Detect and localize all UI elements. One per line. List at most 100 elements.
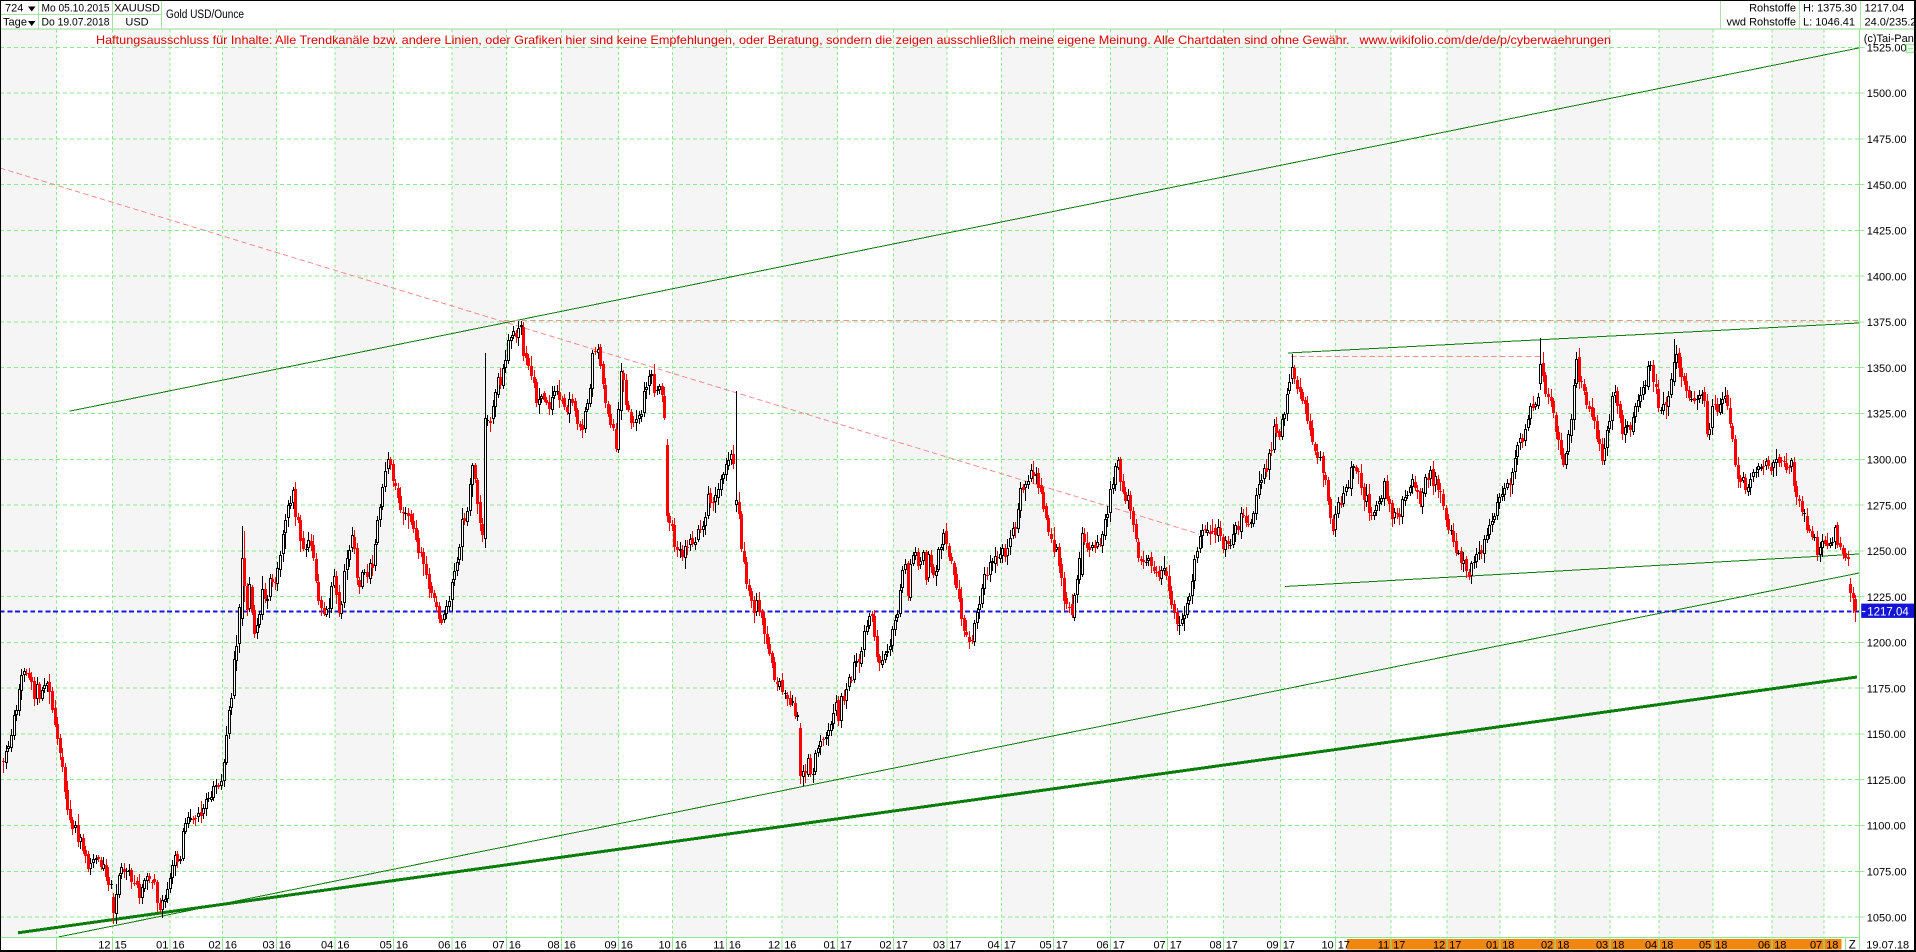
svg-text:Mo 05.10.2015: Mo 05.10.2015 bbox=[42, 3, 110, 15]
svg-text:Tage: Tage bbox=[3, 17, 27, 29]
svg-text:1325.00: 1325.00 bbox=[1867, 409, 1907, 421]
svg-text:17: 17 bbox=[1170, 939, 1182, 951]
svg-text:1225.00: 1225.00 bbox=[1867, 592, 1907, 604]
svg-text:1200.00: 1200.00 bbox=[1867, 638, 1907, 650]
svg-text:09: 09 bbox=[604, 939, 616, 951]
svg-text:17: 17 bbox=[1449, 939, 1461, 951]
svg-text:XAUUSD: XAUUSD bbox=[114, 3, 160, 15]
svg-text:vwd Rohstoffe: vwd Rohstoffe bbox=[1726, 17, 1796, 29]
svg-text:11: 11 bbox=[1378, 939, 1389, 951]
svg-text:1275.00: 1275.00 bbox=[1867, 500, 1907, 512]
svg-text:18: 18 bbox=[1612, 939, 1624, 951]
svg-text:18: 18 bbox=[1661, 939, 1673, 951]
svg-text:03: 03 bbox=[1596, 939, 1608, 951]
svg-text:16: 16 bbox=[784, 939, 796, 951]
svg-text:08: 08 bbox=[547, 939, 559, 951]
svg-text:Haftungsausschluss für Inhalte: Haftungsausschluss für Inhalte: Alle Tre… bbox=[96, 33, 1611, 47]
svg-text:1175.00: 1175.00 bbox=[1867, 683, 1906, 695]
svg-text:03: 03 bbox=[933, 939, 945, 951]
svg-text:16: 16 bbox=[729, 939, 741, 951]
svg-text:18: 18 bbox=[1774, 939, 1786, 951]
svg-text:1125.00: 1125.00 bbox=[1867, 775, 1906, 787]
svg-text:07: 07 bbox=[1810, 939, 1822, 951]
svg-text:16: 16 bbox=[396, 939, 408, 951]
svg-text:Z: Z bbox=[1849, 939, 1856, 951]
svg-text:Rohstoffe: Rohstoffe bbox=[1749, 3, 1796, 15]
svg-text:16: 16 bbox=[225, 939, 237, 951]
svg-text:1250.00: 1250.00 bbox=[1867, 546, 1907, 558]
svg-text:18: 18 bbox=[1502, 939, 1514, 951]
svg-text:17: 17 bbox=[840, 939, 852, 951]
svg-text:17: 17 bbox=[1226, 939, 1238, 951]
svg-text:06: 06 bbox=[1758, 939, 1770, 951]
svg-text:16: 16 bbox=[279, 939, 291, 951]
svg-text:17: 17 bbox=[1393, 939, 1405, 951]
svg-text:03: 03 bbox=[262, 939, 274, 951]
svg-text:05: 05 bbox=[380, 939, 392, 951]
svg-text:02: 02 bbox=[1541, 939, 1553, 951]
svg-text:1050.00: 1050.00 bbox=[1867, 912, 1907, 924]
svg-text:1217.04: 1217.04 bbox=[1867, 607, 1909, 619]
svg-text:10: 10 bbox=[658, 939, 670, 951]
svg-text:H: 1375.30: H: 1375.30 bbox=[1803, 3, 1857, 15]
svg-text:01: 01 bbox=[156, 939, 168, 951]
svg-text:06: 06 bbox=[438, 939, 450, 951]
svg-text:18: 18 bbox=[1826, 939, 1838, 951]
svg-text:09: 09 bbox=[1266, 939, 1278, 951]
svg-text:07: 07 bbox=[1153, 939, 1165, 951]
svg-text:16: 16 bbox=[621, 939, 633, 951]
svg-text:01: 01 bbox=[823, 939, 835, 951]
svg-text:19.07.18: 19.07.18 bbox=[1866, 939, 1909, 951]
svg-text:18: 18 bbox=[1715, 939, 1727, 951]
svg-text:1375.00: 1375.00 bbox=[1867, 317, 1907, 329]
svg-text:04: 04 bbox=[987, 939, 999, 951]
svg-text:1400.00: 1400.00 bbox=[1867, 271, 1907, 283]
svg-text:16: 16 bbox=[337, 939, 349, 951]
svg-text:1100.00: 1100.00 bbox=[1867, 821, 1906, 833]
svg-text:1525.00: 1525.00 bbox=[1867, 43, 1907, 55]
svg-text:18: 18 bbox=[1557, 939, 1569, 951]
svg-text:16: 16 bbox=[454, 939, 466, 951]
svg-text:15: 15 bbox=[115, 939, 127, 951]
svg-text:1075.00: 1075.00 bbox=[1867, 867, 1907, 879]
svg-text:01: 01 bbox=[1486, 939, 1498, 951]
svg-text:(c)Tai-Pan: (c)Tai-Pan bbox=[1864, 33, 1914, 45]
svg-text:Gold USD/Ounce: Gold USD/Ounce bbox=[166, 9, 244, 21]
svg-text:USD: USD bbox=[125, 17, 148, 29]
svg-text:06: 06 bbox=[1096, 939, 1108, 951]
svg-text:L: 1046.41: L: 1046.41 bbox=[1803, 17, 1855, 29]
svg-text:17: 17 bbox=[1113, 939, 1125, 951]
svg-text:1350.00: 1350.00 bbox=[1867, 363, 1907, 375]
svg-text:1475.00: 1475.00 bbox=[1867, 134, 1907, 146]
svg-text:05: 05 bbox=[1699, 939, 1711, 951]
svg-text:1217.04: 1217.04 bbox=[1865, 3, 1905, 15]
svg-text:12: 12 bbox=[768, 939, 780, 951]
svg-text:12: 12 bbox=[98, 939, 110, 951]
svg-text:16: 16 bbox=[172, 939, 184, 951]
svg-text:10: 10 bbox=[1321, 939, 1333, 951]
svg-text:16: 16 bbox=[564, 939, 576, 951]
svg-text:1500.00: 1500.00 bbox=[1867, 88, 1907, 100]
svg-text:1150.00: 1150.00 bbox=[1867, 729, 1906, 741]
svg-text:17: 17 bbox=[1283, 939, 1295, 951]
svg-text:11: 11 bbox=[713, 939, 724, 951]
svg-text:07: 07 bbox=[492, 939, 504, 951]
svg-text:1425.00: 1425.00 bbox=[1867, 226, 1907, 238]
svg-text:16: 16 bbox=[675, 939, 687, 951]
svg-text:02: 02 bbox=[209, 939, 221, 951]
svg-text:724: 724 bbox=[5, 3, 23, 15]
svg-text:17: 17 bbox=[1004, 939, 1016, 951]
svg-text:04: 04 bbox=[321, 939, 333, 951]
svg-text:16: 16 bbox=[509, 939, 521, 951]
svg-text:17: 17 bbox=[949, 939, 961, 951]
svg-text:12: 12 bbox=[1433, 939, 1445, 951]
svg-text:1450.00: 1450.00 bbox=[1867, 180, 1907, 192]
svg-text:08: 08 bbox=[1209, 939, 1221, 951]
svg-text:17: 17 bbox=[1056, 939, 1068, 951]
svg-text:05: 05 bbox=[1039, 939, 1051, 951]
svg-text:Do 19.07.2018: Do 19.07.2018 bbox=[42, 17, 110, 29]
svg-text:17: 17 bbox=[1338, 939, 1350, 951]
svg-text:17: 17 bbox=[896, 939, 908, 951]
svg-text:24.0/235.2: 24.0/235.2 bbox=[1865, 17, 1916, 29]
svg-text:1300.00: 1300.00 bbox=[1867, 455, 1907, 467]
